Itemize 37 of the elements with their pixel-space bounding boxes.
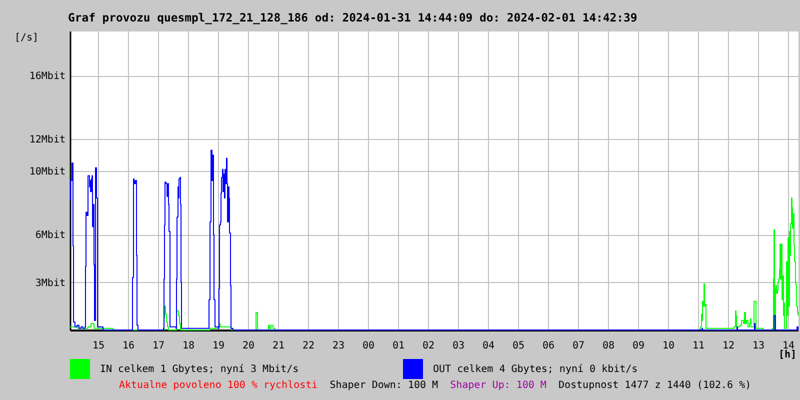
x-tick-label: 02 [422, 340, 435, 352]
x-tick-label: 15 [92, 340, 105, 352]
x-tick-label: 12 [722, 340, 735, 352]
x-tick-label: 18 [182, 340, 195, 352]
chart-title: Graf provozu quesmpl_172_21_128_186 od: 2024-01-31 14:44:09 do: 2024-02-01 14:42:39 [68, 10, 638, 25]
legend-label: IN celkem 1 Gbytes; nyní 3 Mbit/s [100, 364, 299, 375]
x-tick-label: 21 [272, 340, 285, 352]
text: Shaper Down: 100 M [330, 380, 438, 391]
x-tick-label: 17 [152, 340, 165, 352]
x-tick-label: 04 [482, 340, 495, 352]
x-tick-label: 06 [542, 340, 555, 352]
x-tick-label: 11 [692, 340, 705, 352]
y-tick-label: 16Mbit [29, 71, 66, 82]
x-tick-label: 00 [362, 340, 375, 352]
x-tick-label: 08 [602, 340, 615, 352]
y-tick-label: 12Mbit [29, 134, 66, 146]
x-tick-label: 20 [242, 340, 255, 352]
x-tick-label: 13 [752, 340, 765, 352]
x-tick-label: 01 [392, 340, 405, 352]
x-tick-label: 05 [512, 340, 525, 352]
legend-label: OUT celkem 4 Gbytes; nyní 0 kbit/s [433, 364, 638, 375]
x-axis-title: [h] [778, 350, 796, 360]
x-tick-label: 10 [662, 340, 675, 352]
x-tick-label: 23 [332, 340, 345, 352]
text: Dostupnost 1477 z 1440 (102.6 %) [558, 380, 752, 391]
x-tick-label: 09 [632, 340, 645, 352]
text: Shaper Up: 100 M [450, 380, 546, 391]
x-tick-label: 07 [572, 340, 585, 352]
y-axis-title: [/s] [14, 32, 39, 44]
x-tick-label: 16 [122, 340, 135, 352]
x-tick-label: 03 [452, 340, 465, 352]
y-tick-label: 3Mbit [35, 278, 66, 289]
y-tick-label: 6Mbit [35, 230, 66, 242]
text: Aktualne povoleno 100 % rychlosti [119, 380, 318, 391]
x-tick-label: 19 [212, 340, 225, 352]
x-tick-label: 22 [302, 340, 315, 352]
y-tick-label: 10Mbit [29, 166, 66, 178]
